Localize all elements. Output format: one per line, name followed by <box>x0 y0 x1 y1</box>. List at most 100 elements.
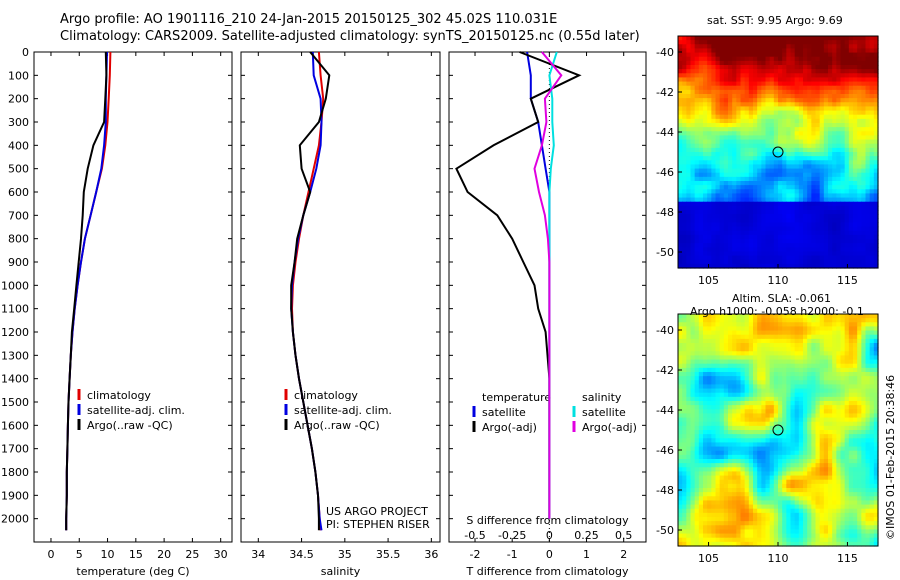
map-cell <box>844 73 850 79</box>
map-cell <box>728 40 733 45</box>
map-cell <box>769 343 775 348</box>
map-cell <box>740 69 746 74</box>
map-cell <box>836 234 842 240</box>
map-cell <box>740 239 746 244</box>
map-cell <box>873 73 879 79</box>
map-cell <box>823 114 829 120</box>
map-cell <box>844 185 850 190</box>
map-cell <box>782 322 787 328</box>
map-cell <box>748 52 754 58</box>
map-cell <box>753 326 758 332</box>
map-cell <box>682 500 687 506</box>
map-cell <box>790 263 796 269</box>
map-cell <box>865 380 871 386</box>
map-cell <box>719 139 725 145</box>
map-cell <box>782 504 787 510</box>
map-cell <box>782 172 787 178</box>
map-cell <box>861 496 867 502</box>
map-cell <box>744 471 750 477</box>
map-cell <box>694 434 700 439</box>
map-cell <box>698 459 704 464</box>
map-cell <box>794 131 800 137</box>
map-cell <box>790 259 796 265</box>
map-cell <box>686 73 692 79</box>
map-cell <box>857 259 862 265</box>
map-cell <box>823 459 829 464</box>
map-cell <box>757 210 762 215</box>
map-cell <box>778 434 783 439</box>
map-cell <box>807 60 812 66</box>
map-cell <box>715 106 721 112</box>
map-cell <box>715 193 721 199</box>
map-cell <box>840 322 846 328</box>
map-cell <box>798 430 804 435</box>
map-cell <box>740 372 746 377</box>
map-cell <box>703 421 708 427</box>
map-cell <box>807 384 812 390</box>
map-cell <box>732 405 737 410</box>
map-cell <box>744 44 750 50</box>
map-cell <box>769 413 775 419</box>
map-cell <box>748 413 754 419</box>
map-cell <box>823 351 829 357</box>
map-cell <box>794 40 800 45</box>
map-cell <box>769 338 775 344</box>
map-cell <box>823 421 829 427</box>
map-cell <box>798 384 804 390</box>
map-cell <box>861 338 867 344</box>
map-cell <box>769 152 775 157</box>
map-cell <box>807 176 812 182</box>
map-cell <box>819 222 825 228</box>
map-cell <box>715 413 721 419</box>
map-cell <box>848 372 854 377</box>
map-cell <box>786 214 792 219</box>
map-cell <box>678 172 683 178</box>
map-cell <box>711 421 717 427</box>
map-cell <box>857 413 862 419</box>
map-cell <box>740 172 746 178</box>
map-cell <box>761 483 767 489</box>
map-cell <box>703 205 708 211</box>
map-cell <box>803 135 808 141</box>
map-cell <box>811 434 817 439</box>
map-cell <box>736 40 742 45</box>
map-cell <box>844 147 850 153</box>
map-cell <box>778 85 783 91</box>
map-cell <box>869 185 875 190</box>
map-cell <box>853 118 858 124</box>
map-cell <box>790 135 796 141</box>
map-cell <box>753 247 758 253</box>
map-cell <box>794 359 800 365</box>
map-cell <box>694 263 700 269</box>
map-cell <box>748 143 754 149</box>
map-cell <box>869 143 875 149</box>
map-cell <box>707 110 712 116</box>
map-cell <box>757 147 762 153</box>
map-cell <box>686 259 692 265</box>
map-cell <box>707 69 712 74</box>
map-cell <box>815 259 821 265</box>
map-cell <box>823 363 829 369</box>
map-cell <box>694 417 700 423</box>
map-cell <box>848 65 854 70</box>
map-cell <box>836 334 842 340</box>
map-cell <box>853 475 858 481</box>
map-cell <box>778 127 783 132</box>
map-cell <box>873 318 879 323</box>
map-cell <box>815 392 821 398</box>
map-cell <box>744 326 750 332</box>
map-cell <box>753 210 758 215</box>
map-cell <box>686 110 692 116</box>
map-cell <box>782 73 787 79</box>
map-cell <box>723 454 729 460</box>
map-cell <box>711 226 717 232</box>
map-cell <box>736 409 742 415</box>
map-cell <box>794 401 800 406</box>
map-cell <box>815 372 821 377</box>
map-cell <box>828 118 833 124</box>
map-cell <box>832 118 837 124</box>
map-cell <box>698 446 704 452</box>
map-cell <box>815 508 821 514</box>
map-cell <box>873 438 879 444</box>
map-cell <box>840 143 846 149</box>
